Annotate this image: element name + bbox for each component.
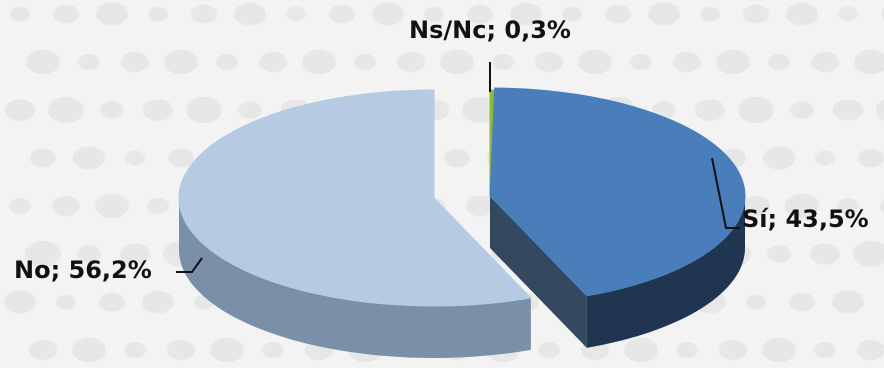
data-label-nsnc: Ns/Nc; 0,3%: [409, 16, 571, 44]
slice-side-s: [586, 196, 745, 348]
data-label-no: No; 56,2%: [14, 256, 152, 284]
pie-slices: [178, 87, 746, 307]
slice-side-no: [179, 198, 531, 358]
slice-s: [489, 87, 746, 297]
leader-line-no: [176, 257, 203, 273]
leader-lines: [176, 62, 740, 273]
leader-line-si: [711, 157, 740, 229]
pie-depth: [179, 196, 745, 358]
data-label-si: Sí; 43,5%: [742, 205, 869, 233]
slice-face-s: [490, 196, 587, 348]
slice-no: [178, 89, 532, 307]
data-labels: Ns/Nc; 0,3% Sí; 43,5% No; 56,2%: [14, 16, 869, 284]
